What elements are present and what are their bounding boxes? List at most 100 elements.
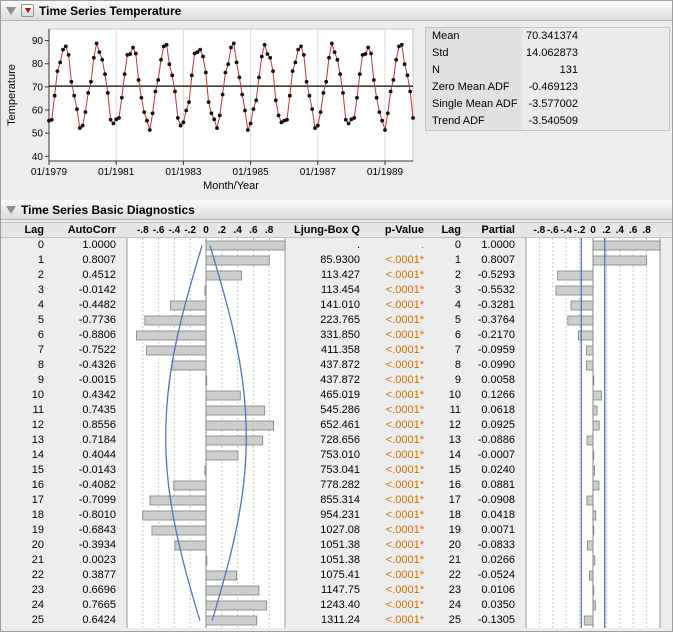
partial-column-cell: 0.0350 — [481, 599, 515, 611]
lag2-column: Lag 0 1 2 3 4 5 6 7 8 9 10 11 12 13 14 15 16 17 18 19 20 21 22 2… — [429, 222, 466, 628]
acf-bar-plot[interactable] — [121, 238, 291, 628]
header-filler-column — [666, 222, 672, 628]
pacf-bar-plot[interactable] — [520, 238, 666, 628]
stat-label: Single Mean ADF — [426, 96, 522, 113]
red-triangle-menu-button[interactable] — [21, 4, 34, 17]
axis-tick-label: .8 — [265, 225, 274, 236]
ljung-box-q-column-cell: 954.231 — [320, 509, 360, 521]
lag-column-cell: 13 — [31, 434, 44, 446]
p-value-column-cell: <.0001* — [385, 419, 424, 431]
lag2-column-cell: 5 — [454, 314, 461, 326]
autocorr-column-cell: -0.0143 — [78, 464, 116, 476]
p-value-column-cell: . — [420, 239, 424, 251]
time-series-plot[interactable]: 01/1979 01/1981 01/1983 01/1985 01/1987 01/19… — [3, 23, 423, 193]
ljung-box-q-column-cell: 1051.38 — [320, 539, 360, 551]
lag-column-cell: 24 — [31, 599, 44, 611]
ljung-box-q-column-cell: 1243.40 — [320, 599, 360, 611]
autocorr-column-cell: -0.0015 — [78, 374, 116, 386]
svg-text:Month/Year: Month/Year — [203, 180, 259, 192]
stat-row: N 131 — [426, 62, 669, 79]
lag2-column-cell: 1 — [454, 254, 461, 266]
axis-tick-label: 0 — [203, 225, 209, 236]
section-title: Time Series Temperature — [39, 3, 182, 18]
partial-column-cell: -0.0524 — [477, 569, 515, 581]
p-value-column-cell: <.0001* — [385, 344, 424, 356]
disclosure-triangle-icon[interactable] — [6, 6, 16, 15]
ljung-box-q-column-cell: 113.427 — [321, 269, 360, 281]
ljung-box-q-column-cell: 141.010 — [320, 299, 360, 311]
axis-tick-label: .4 — [615, 225, 624, 236]
lag-column-cell: 9 — [37, 374, 44, 386]
lag-column-cell: 20 — [31, 539, 44, 551]
lag-column-cell: 14 — [31, 449, 44, 461]
partial-column-cell: -0.2170 — [477, 329, 515, 341]
lag2-column-cell: 25 — [448, 614, 461, 626]
partial-column-cell: 0.8007 — [481, 254, 515, 266]
lag2-column-cell: 21 — [448, 554, 461, 566]
svg-text:80: 80 — [32, 59, 44, 70]
time-series-section: Time Series Temperature 01/1979 01/1981 01… — [1, 1, 672, 200]
p-value-column-cell: <.0001* — [385, 584, 424, 596]
autocorr-column-cell: -0.3934 — [78, 539, 116, 551]
disclosure-triangle-icon[interactable] — [6, 205, 16, 214]
stat-label: Trend ADF — [426, 113, 522, 130]
axis-tick-label: .8 — [642, 225, 651, 236]
ljung-box-q-column-cell: 545.286 — [320, 404, 360, 416]
ljung-box-q-column-cell: 1075.41 — [320, 569, 360, 581]
stat-value: 14.062873 — [526, 47, 578, 59]
partial-column-cell: -0.0990 — [477, 359, 515, 371]
lag2-column-cell: 13 — [448, 434, 461, 446]
autocorr-column: AutoCorr 1.0000 0.8007 0.4512 -0.0142 -0.4482… — [49, 222, 121, 628]
partial-column-cell: 1.0000 — [481, 239, 515, 251]
lag2-column-cell: 14 — [448, 449, 461, 461]
partial-column-cell: -0.0886 — [477, 434, 515, 446]
partial-column-cell: 0.0418 — [481, 509, 515, 521]
column-header: Ljung-Box Q — [291, 222, 365, 238]
axis-tick-label: -.4 — [560, 225, 573, 236]
partial-column-cell: -0.0007 — [477, 449, 515, 461]
section-title: Time Series Basic Diagnostics — [21, 202, 195, 217]
time-series-outline-header: Time Series Temperature — [1, 1, 672, 21]
lag2-column-cell: 16 — [448, 479, 461, 491]
axis-tick-label: -.4 — [168, 225, 181, 236]
autocorr-column-cell: 1.0000 — [82, 239, 116, 251]
axis-tick-label: 0 — [590, 225, 596, 236]
column-header: Lag — [429, 222, 466, 238]
p-value-column-cell: <.0001* — [385, 509, 424, 521]
lag2-column-cell: 7 — [454, 344, 461, 356]
lag2-column-cell: 11 — [449, 404, 461, 416]
lag2-column-cell: 15 — [448, 464, 461, 476]
ljung-box-q-column-cell: 331.850 — [320, 329, 360, 341]
lag2-column-cell: 23 — [448, 584, 461, 596]
ljung-box-q-column-cell: 85.9300 — [320, 254, 360, 266]
axis-tick-label: .2 — [602, 225, 611, 236]
stat-row: Zero Mean ADF -0.469123 — [426, 79, 669, 96]
p-value-column-cell: <.0001* — [385, 479, 424, 491]
svg-text:70: 70 — [32, 82, 44, 93]
column-header: p-Value — [365, 222, 429, 238]
ljung-box-q-column-cell: 223.765 — [320, 314, 360, 326]
stat-filler — [578, 62, 669, 79]
partial-column-cell: 0.0618 — [481, 404, 515, 416]
lag-column-cell: 15 — [31, 464, 44, 476]
summary-stats-table: Mean 70.341374 Std 14.062873 N 131 Zero Mean A… — [425, 27, 670, 131]
ljung-box-q-column-cell: 753.010 — [320, 449, 360, 461]
axis-tick-label: -.6 — [152, 225, 165, 236]
lag-column-cell: 10 — [31, 389, 44, 401]
lag2-column-cell: 19 — [448, 524, 461, 536]
p-value-column-cell: <.0001* — [385, 494, 424, 506]
lag2-column-cell: 10 — [448, 389, 461, 401]
svg-text:01/1981: 01/1981 — [98, 167, 135, 178]
svg-text:50: 50 — [32, 129, 44, 140]
p-value-column-cell: <.0001* — [385, 269, 424, 281]
axis-tick-label: .6 — [249, 225, 258, 236]
stat-label: N — [426, 62, 522, 79]
stat-row: Single Mean ADF -3.577002 — [426, 96, 669, 113]
stat-filler — [578, 113, 669, 130]
ljung-box-q-column-cell: 1311.24 — [321, 614, 360, 626]
diagnostics-table: Lag 0 1 2 3 4 5 6 7 8 9 10 11 12 13 14 15 16 17 18 19 20 21 22 2… — [1, 222, 672, 628]
ljung-box-q-column-cell: 728.656 — [320, 434, 360, 446]
autocorr-column-cell: -0.6843 — [78, 524, 116, 536]
time-series-body: 01/1979 01/1981 01/1983 01/1985 01/1987 01/19… — [1, 21, 672, 200]
lag-column: Lag 0 1 2 3 4 5 6 7 8 9 10 11 12 13 14 15 16 17 18 19 20 21 22 2… — [1, 222, 49, 628]
